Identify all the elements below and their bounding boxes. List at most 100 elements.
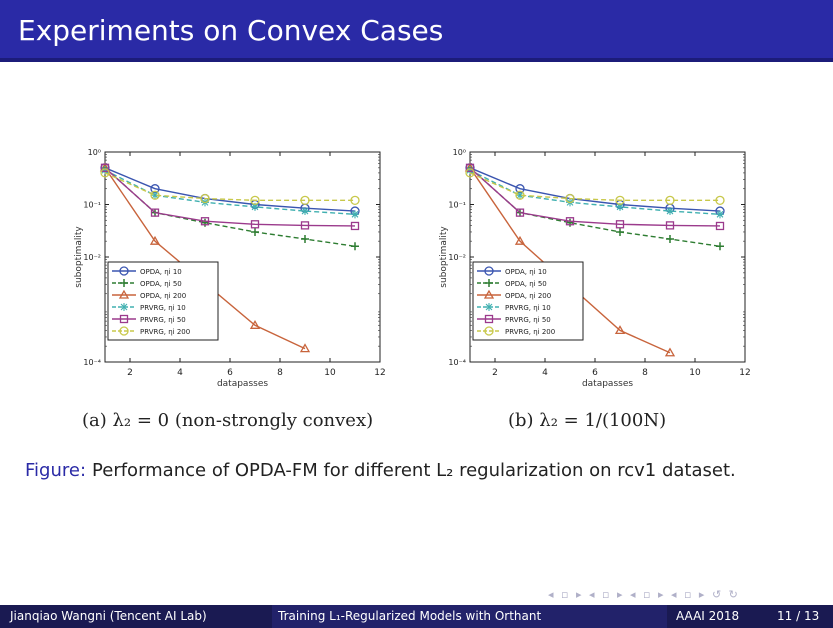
legend-label: PRVRG, ηi 50 (505, 316, 551, 324)
data-point (120, 279, 128, 287)
data-point (151, 191, 159, 200)
title-bar: Experiments on Convex Cases (0, 0, 833, 62)
series-line (104, 167, 356, 227)
data-point (665, 221, 675, 230)
x-axis-label: datapasses (217, 379, 268, 389)
x-tick-label: 10 (689, 368, 701, 378)
series-line (469, 167, 721, 247)
footer-title-band (272, 605, 667, 628)
data-point (715, 221, 725, 231)
chart-b: 2 4 6 8 10 12 10⁰ 10⁻¹ 10⁻² 10⁻⁴ datapasses subopti… (439, 148, 751, 389)
data-point (120, 303, 128, 311)
x-tick-label: 8 (277, 368, 283, 378)
data-point (351, 242, 359, 251)
data-point (666, 207, 674, 216)
data-point (515, 190, 525, 200)
figure-caption: Figure: Performance of OPDA-FM for differ… (25, 460, 736, 481)
x-tick-label: 10 (324, 368, 336, 378)
data-point (485, 303, 493, 311)
y-axis-label: suboptimality (439, 226, 449, 288)
legend-label: OPDA, ηi 10 (505, 268, 547, 276)
y-tick-label: 10⁰ (453, 148, 466, 157)
legend-label: OPDA, ηi 200 (140, 292, 186, 300)
data-point (565, 193, 575, 204)
data-point (118, 289, 130, 299)
x-tick-label: 12 (739, 368, 750, 378)
y-tick-label: 10⁻¹ (83, 201, 101, 210)
data-point (665, 195, 675, 205)
data-point (465, 168, 475, 178)
data-point (485, 279, 493, 287)
series-line (104, 169, 356, 216)
data-point (351, 210, 359, 219)
data-point (715, 195, 725, 205)
y-tick-label: 10⁻⁴ (448, 358, 466, 367)
data-point (301, 207, 309, 216)
data-point (100, 168, 110, 178)
figure-label: Figure: (25, 460, 87, 481)
footer-conference: AAAI 2018 (676, 609, 740, 623)
data-point (484, 314, 494, 324)
data-point (565, 217, 575, 226)
slide-title: Experiments on Convex Cases (18, 14, 444, 47)
x-tick-label: 2 (127, 368, 133, 378)
data-point (251, 202, 259, 211)
data-point (300, 221, 310, 230)
legend-label: PRVRG, ηi 10 (505, 304, 551, 312)
series-line (104, 167, 356, 212)
data-point (300, 195, 310, 205)
x-tick-label: 4 (542, 368, 548, 378)
y-tick-label: 10⁻² (448, 253, 466, 262)
series-line (469, 169, 721, 216)
legend-label: OPDA, ηi 50 (505, 280, 547, 288)
data-point (514, 235, 526, 245)
data-point (350, 221, 360, 231)
data-point (200, 217, 210, 226)
legend-label: OPDA, ηi 10 (140, 268, 182, 276)
data-point (100, 163, 110, 172)
y-tick-label: 10⁻¹ (448, 201, 466, 210)
data-point (119, 314, 129, 324)
title-bar-shadow (0, 58, 833, 62)
legend-label: PRVRG, ηi 50 (140, 316, 186, 324)
data-point (250, 195, 260, 205)
data-point (251, 227, 259, 236)
footer-bar: Jianqiao Wangni (Tencent AI Lab) Trainin… (0, 605, 833, 628)
series-line (469, 167, 721, 212)
data-point (200, 193, 210, 204)
data-point (664, 347, 676, 357)
legend-label: PRVRG, ηi 10 (140, 304, 186, 312)
legend-label: OPDA, ηi 200 (505, 292, 551, 300)
data-point (150, 208, 160, 217)
data-point (615, 220, 625, 229)
data-point (465, 163, 475, 172)
series-line (469, 172, 720, 202)
data-point (119, 326, 129, 336)
data-point (466, 166, 474, 175)
legend-label: PRVRG, ηi 200 (140, 328, 190, 336)
x-tick-label: 2 (492, 368, 498, 378)
footer-author: Jianqiao Wangni (Tencent AI Lab) (10, 609, 207, 623)
x-axis-label: datapasses (582, 379, 633, 389)
y-tick-label: 10⁻⁴ (83, 358, 101, 367)
data-point (350, 195, 360, 205)
data-point (516, 191, 524, 200)
legend-label: OPDA, ηi 50 (140, 280, 182, 288)
series-line (104, 172, 355, 202)
data-point (249, 319, 261, 329)
navigation-symbols[interactable]: ◂ ▫ ▸ ◂ ▫ ▸ ◂ ▫ ▸ ◂ ▫ ▸ ↺ ↻ (548, 588, 740, 601)
y-tick-label: 10⁻² (83, 253, 101, 262)
data-point (119, 266, 129, 276)
chart-a-caption: (a) λ₂ = 0 (non-strongly convex) (82, 410, 374, 431)
data-point (614, 325, 626, 335)
x-tick-label: 12 (374, 368, 385, 378)
x-tick-label: 6 (227, 368, 233, 378)
legend-label: PRVRG, ηi 200 (505, 328, 555, 336)
data-point (716, 210, 724, 219)
chart-a: 2 4 6 8 10 12 10⁰ 10⁻¹ 10⁻² 10⁻⁴ datapasses subopti… (74, 148, 386, 389)
figure-caption-text: Performance of OPDA-FM for different L₂ … (92, 460, 736, 481)
series-line (104, 167, 356, 247)
data-point (484, 266, 494, 276)
y-axis-label: suboptimality (74, 226, 84, 288)
data-point (101, 166, 109, 175)
